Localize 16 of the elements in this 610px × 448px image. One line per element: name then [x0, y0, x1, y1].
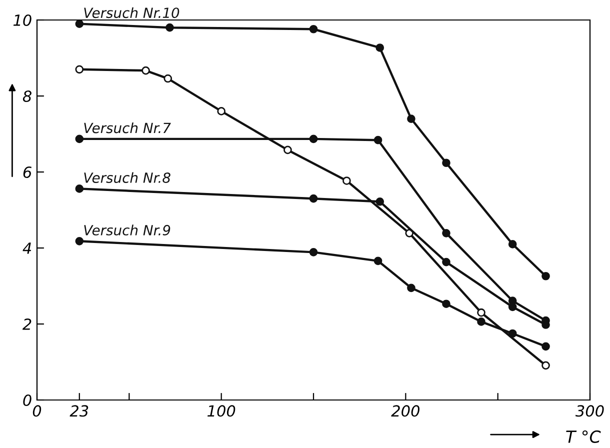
x-tick-label: 23	[70, 405, 88, 417]
series-label: Versuch Nr.7	[84, 122, 171, 134]
series-label: Versuch Nr.9	[84, 224, 170, 236]
x-tick-label: 0	[32, 405, 42, 417]
y-tick-label: 10	[13, 14, 32, 26]
series-label: Versuch Nr.10	[84, 7, 180, 18]
x-axis-title: T °C	[566, 430, 601, 443]
y-tick-label: 6	[23, 166, 32, 178]
y-tick-label: 0	[23, 394, 32, 406]
x-tick-label: 100	[208, 405, 236, 417]
y-tick-label: 4	[22, 242, 32, 254]
y-tick-label: 8	[22, 90, 32, 102]
x-tick-label: 200	[391, 405, 420, 417]
series-label: Versuch Nr.8	[84, 172, 170, 183]
x-tick-label: 300	[575, 405, 604, 417]
y-tick-label: 2	[22, 318, 32, 330]
